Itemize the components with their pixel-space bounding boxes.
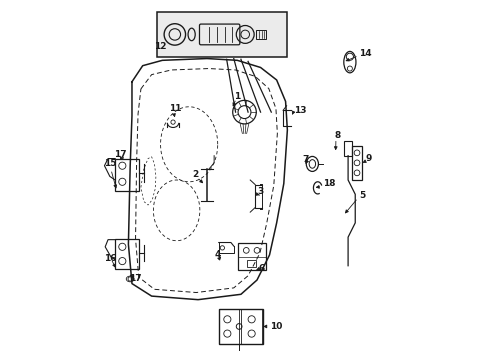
Text: 15: 15 — [104, 159, 117, 168]
Bar — [115, 239, 139, 269]
Text: 8: 8 — [334, 131, 340, 140]
Text: 11: 11 — [169, 104, 182, 113]
Bar — [343, 141, 352, 156]
Bar — [218, 309, 263, 344]
Text: 1: 1 — [234, 91, 240, 100]
Text: 16: 16 — [104, 255, 117, 264]
Bar — [115, 158, 139, 191]
Text: 10: 10 — [270, 322, 282, 331]
Text: 5: 5 — [358, 191, 365, 200]
Text: 17: 17 — [129, 274, 142, 283]
Text: 18: 18 — [323, 179, 335, 188]
Text: 9: 9 — [365, 154, 371, 163]
Text: 3: 3 — [257, 187, 263, 196]
Text: 2: 2 — [192, 170, 199, 179]
Text: 4: 4 — [214, 250, 220, 259]
Bar — [157, 12, 287, 57]
Bar — [219, 309, 239, 343]
Text: 7: 7 — [302, 155, 308, 164]
Text: 6: 6 — [258, 264, 264, 273]
Bar — [247, 260, 256, 267]
Bar — [351, 146, 362, 180]
Text: 17: 17 — [114, 150, 126, 159]
Text: 13: 13 — [294, 106, 306, 115]
Bar — [241, 309, 262, 343]
Bar — [255, 30, 265, 39]
Text: 12: 12 — [154, 41, 166, 50]
Bar — [238, 243, 265, 270]
Text: 14: 14 — [359, 49, 371, 58]
